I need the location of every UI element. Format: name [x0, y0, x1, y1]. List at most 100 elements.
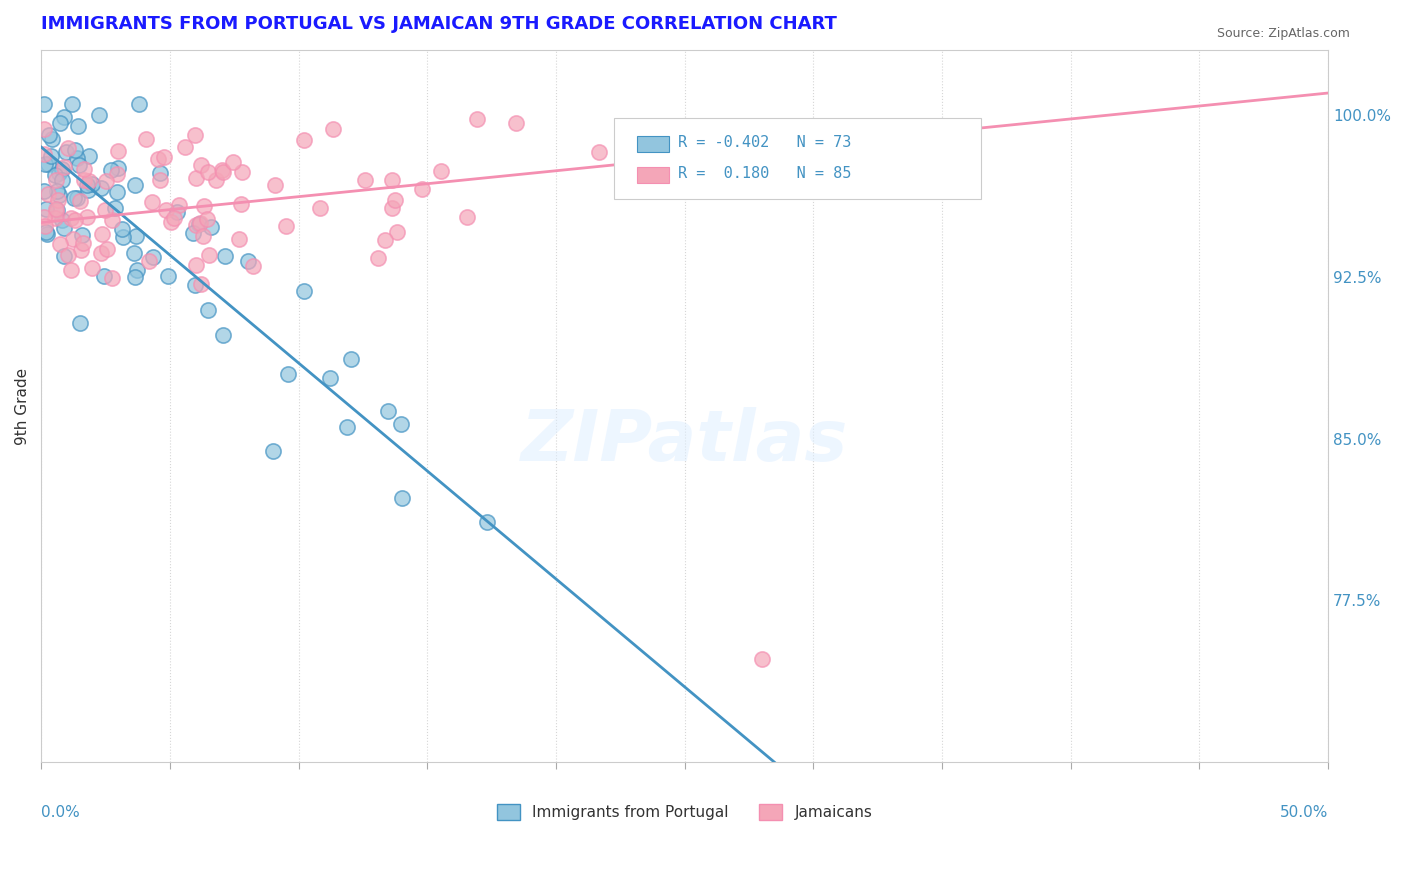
Point [228, 232, 250, 246]
Point [66, 191, 89, 205]
Point [105, 167, 128, 181]
Point [58, 247, 80, 261]
Point [48, 166, 70, 180]
Point [387, 225, 409, 239]
Point [65, 152, 87, 166]
Point [153, 150, 176, 164]
Point [195, 211, 218, 226]
Point [90, 180, 112, 194]
Point [62, 232, 84, 246]
Point [465, 112, 488, 126]
Point [111, 221, 134, 235]
Point [160, 215, 183, 229]
Point [101, 213, 124, 227]
Point [184, 277, 207, 292]
Point [90, 245, 112, 260]
Point [429, 163, 451, 178]
Point [37, 227, 59, 241]
Point [155, 202, 177, 217]
Point [73, 173, 96, 187]
Point [45, 173, 67, 187]
Point [340, 352, 363, 367]
Point [222, 155, 245, 169]
Point [72, 235, 94, 250]
Point [166, 205, 188, 219]
Point [94, 202, 117, 217]
Point [69, 243, 91, 257]
Point [35, 225, 58, 239]
Point [69, 316, 91, 330]
Point [51, 173, 73, 187]
Point [381, 201, 404, 215]
Point [53, 111, 76, 125]
Point [391, 491, 413, 505]
Point [67, 119, 90, 133]
Point [183, 227, 205, 241]
Point [124, 269, 146, 284]
Point [588, 145, 610, 159]
Point [37, 157, 59, 171]
Point [38, 128, 60, 143]
Point [44, 211, 66, 226]
Point [76, 210, 98, 224]
Point [751, 652, 773, 666]
Point [184, 171, 207, 186]
Point [77, 183, 100, 197]
Point [292, 285, 315, 299]
Point [186, 218, 208, 232]
Point [336, 420, 359, 434]
Point [96, 242, 118, 256]
Point [156, 268, 179, 283]
Point [184, 258, 207, 272]
Point [55, 145, 77, 159]
Point [37, 187, 59, 202]
Point [214, 249, 236, 263]
Point [146, 152, 169, 166]
Point [197, 165, 219, 179]
Point [59, 211, 82, 225]
Point [322, 121, 344, 136]
Point [142, 250, 165, 264]
Point [125, 229, 148, 244]
Point [505, 116, 527, 130]
Point [174, 140, 197, 154]
Point [198, 248, 221, 262]
Text: R =  0.180   N = 85: R = 0.180 N = 85 [678, 166, 852, 181]
Point [384, 193, 406, 207]
Point [188, 216, 211, 230]
Point [191, 229, 214, 244]
Point [94, 174, 117, 188]
Point [262, 443, 284, 458]
Point [149, 165, 172, 179]
Point [46, 193, 69, 207]
Point [229, 197, 252, 211]
Text: R = -0.402   N = 73: R = -0.402 N = 73 [678, 136, 852, 151]
Point [377, 404, 399, 418]
Point [60, 97, 83, 112]
Point [231, 165, 253, 179]
Bar [637, 136, 669, 152]
Point [122, 246, 145, 260]
Point [308, 201, 330, 215]
Point [32, 211, 55, 225]
Point [107, 144, 129, 158]
Point [456, 210, 478, 224]
Point [80, 260, 103, 275]
Point [41, 132, 63, 146]
Point [263, 178, 285, 193]
Point [104, 202, 127, 216]
Point [477, 515, 499, 529]
Point [101, 271, 124, 285]
Point [211, 163, 233, 178]
Point [79, 149, 101, 163]
Point [34, 219, 56, 234]
Point [381, 173, 404, 187]
Point [184, 128, 207, 143]
Point [211, 328, 233, 343]
Point [100, 162, 122, 177]
Point [124, 178, 146, 193]
Text: Source: ZipAtlas.com: Source: ZipAtlas.com [1216, 27, 1350, 40]
Point [69, 194, 91, 209]
Point [34, 157, 56, 171]
Point [105, 185, 128, 199]
